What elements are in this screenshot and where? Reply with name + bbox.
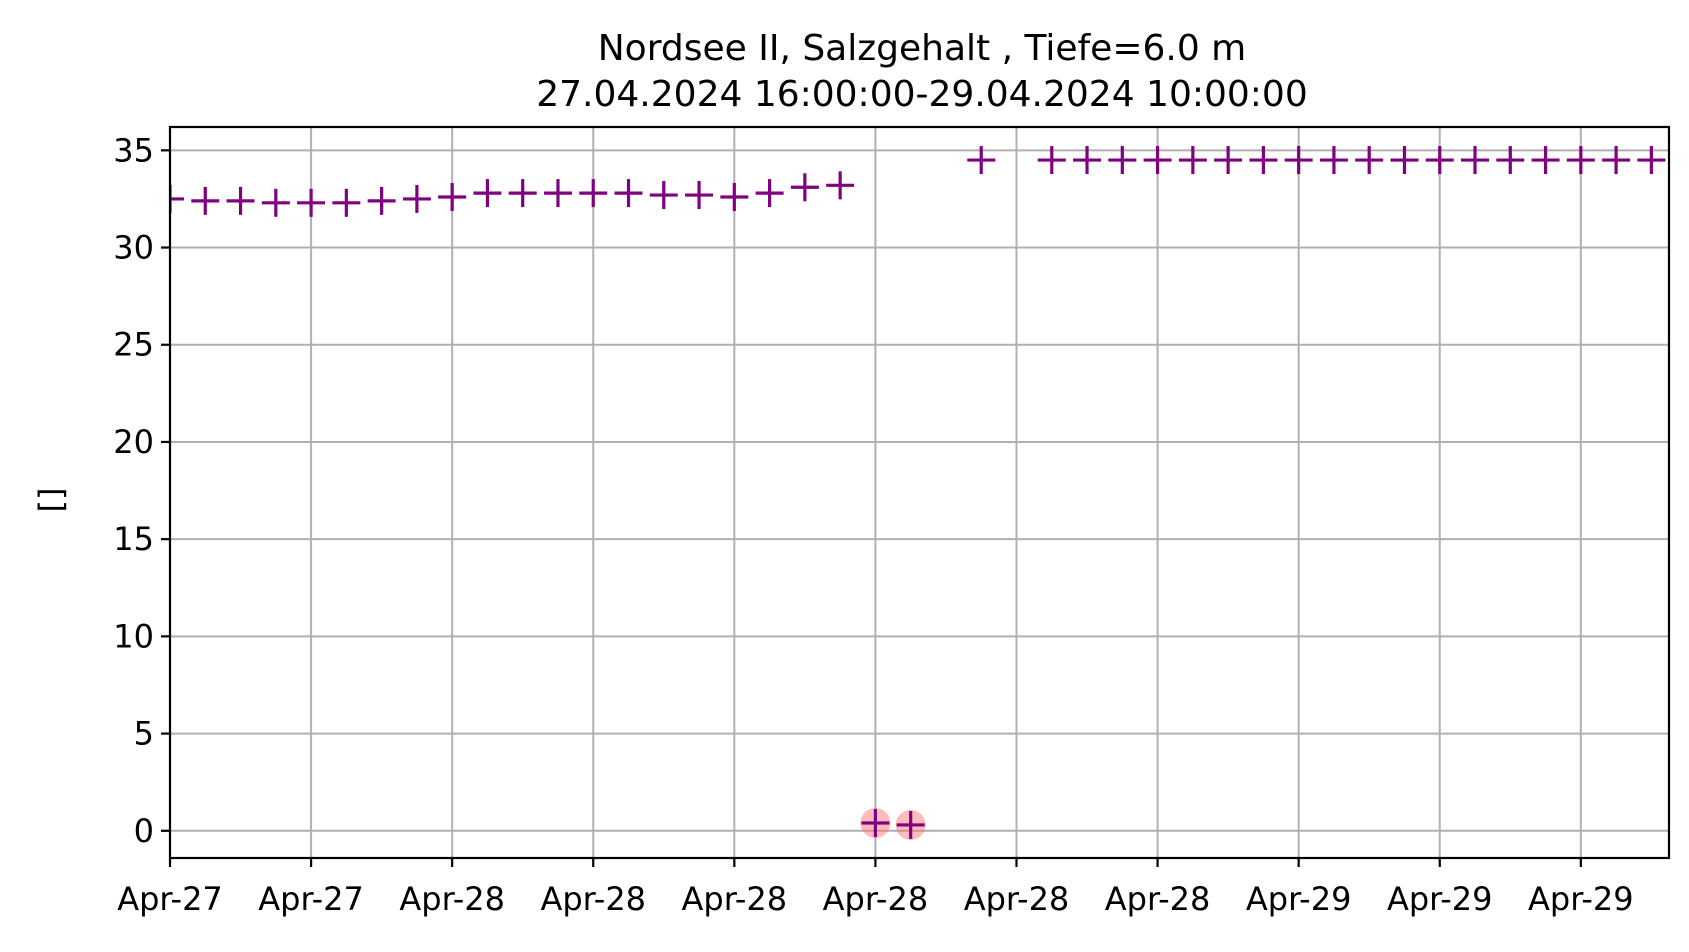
data-point-marker (367, 186, 396, 215)
plot-frame (168, 125, 1671, 860)
data-point-marker (755, 179, 784, 208)
x-tick-label: Apr-28 (540, 880, 646, 918)
x-tick-label: Apr-28 (399, 880, 505, 918)
y-tick-label: 15 (113, 520, 154, 558)
x-tick-label: Apr-28 (1105, 880, 1211, 918)
data-point-marker (1143, 146, 1172, 175)
data-point-marker (473, 179, 502, 208)
data-point-marker (170, 184, 184, 213)
data-point-marker (1390, 146, 1419, 175)
data-point-marker (1249, 146, 1278, 175)
y-tick-label: 10 (113, 617, 154, 655)
data-point-marker (332, 188, 361, 217)
x-tick-label: Apr-29 (1387, 880, 1493, 918)
data-point-marker (1425, 146, 1454, 175)
data-point-marker (967, 146, 996, 175)
y-axis-label: [] (32, 488, 70, 513)
data-point-marker (579, 179, 608, 208)
data-point-marker (402, 184, 431, 213)
y-tick-label: 35 (113, 131, 154, 169)
data-point-marker (896, 810, 925, 839)
data-point-marker (685, 181, 714, 210)
chart-title: Nordsee II, Salzgehalt , Tiefe=6.0 m (598, 28, 1247, 69)
data-point-marker (649, 181, 678, 210)
data-point-marker (226, 186, 255, 215)
y-tick-label: 5 (134, 715, 154, 753)
data-point-marker (1178, 146, 1207, 175)
y-tick-label: 20 (113, 423, 154, 461)
data-points (170, 146, 1666, 839)
grid-lines (169, 127, 1669, 858)
y-tick-label: 25 (113, 326, 154, 364)
data-point-marker (861, 809, 890, 838)
data-point-marker (1319, 146, 1348, 175)
data-point-marker (720, 182, 749, 211)
data-point-marker (790, 173, 819, 202)
data-point-marker (826, 171, 855, 200)
data-point-marker (1355, 146, 1384, 175)
x-tick-label: Apr-28 (682, 880, 788, 918)
data-point-marker (438, 182, 467, 211)
data-point-marker (614, 179, 643, 208)
data-point-marker (1073, 146, 1102, 175)
data-point-marker (1602, 146, 1631, 175)
data-point-marker (1566, 146, 1595, 175)
data-point-marker (261, 188, 290, 217)
data-point-marker (1461, 146, 1490, 175)
data-point-marker (1214, 146, 1243, 175)
x-tick-label: Apr-27 (258, 880, 364, 918)
x-tick-label: Apr-29 (1528, 880, 1634, 918)
data-point-marker (508, 179, 537, 208)
data-point-marker (1284, 146, 1313, 175)
data-point-marker (1496, 146, 1525, 175)
chart-subtitle: 27.04.2024 16:00:00-29.04.2024 10:00:00 (536, 74, 1308, 115)
x-tick-label: Apr-27 (117, 880, 223, 918)
axis-ticks: 0 5 10 15 20 25 30 35 Apr-27 Apr-27 Apr-28 Apr-28 Ap… (113, 131, 1633, 918)
data-point-marker (191, 186, 220, 215)
x-tick-label: Apr-28 (964, 880, 1070, 918)
data-point-marker (1637, 146, 1666, 175)
x-tick-label: Apr-29 (1246, 880, 1352, 918)
y-tick-label: 30 (113, 229, 154, 267)
data-point-marker (543, 179, 572, 208)
y-tick-label: 0 (134, 812, 154, 850)
data-point-marker (1037, 146, 1066, 175)
x-tick-label: Apr-28 (823, 880, 929, 918)
data-point-marker (297, 188, 326, 217)
data-point-marker (1108, 146, 1137, 175)
data-point-marker (1531, 146, 1560, 175)
